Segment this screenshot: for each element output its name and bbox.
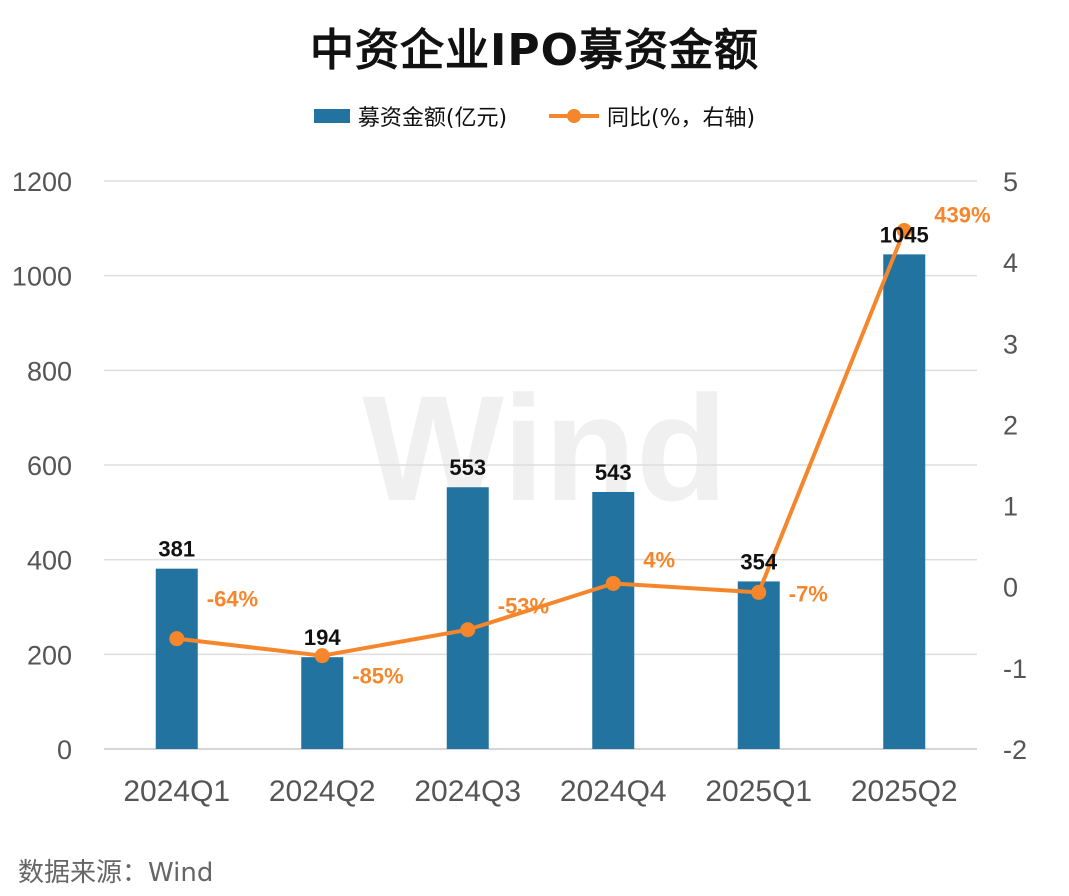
line-point: [896, 222, 912, 238]
y-right-tick-label: 3: [1003, 329, 1018, 359]
bar-value-label: 1045: [880, 222, 929, 247]
bar-value-label: 543: [595, 460, 632, 485]
bar: [446, 487, 489, 749]
line-value-label: -53%: [498, 594, 549, 619]
line-value-label: 4%: [643, 547, 675, 572]
line-point: [751, 584, 767, 600]
series-line-yoy: [176, 229, 907, 658]
x-tick-label: 2024Q1: [123, 775, 230, 808]
bar: [155, 568, 198, 749]
y-left-tick-label: 0: [57, 735, 72, 765]
source-note: 数据来源：Wind: [18, 858, 214, 888]
bar: [883, 254, 926, 749]
line-point: [314, 648, 330, 664]
y-right-tick-label: 1: [1003, 492, 1018, 522]
bar: [737, 581, 780, 749]
line-point: [605, 575, 621, 591]
y-right-tick-label: 2: [1003, 410, 1018, 440]
bar: [592, 491, 635, 749]
legend-item-yoy: 同比(%，右轴): [549, 100, 755, 132]
legend-label-amount: 募资金额(亿元): [357, 106, 508, 131]
legend-swatch-line: [549, 109, 600, 123]
legend-item-amount: 募资金额(亿元): [313, 100, 508, 132]
y-left-tick-label: 200: [27, 640, 72, 670]
x-tick-label: 2025Q2: [851, 775, 958, 808]
x-tick-label: 2024Q2: [269, 775, 376, 808]
legend: 募资金额(亿元) 同比(%，右轴): [0, 100, 1069, 132]
bar-value-label: 381: [158, 537, 195, 562]
line-value-label: -64%: [207, 587, 258, 612]
line-value-label: -85%: [352, 664, 403, 689]
watermark: Wind: [362, 364, 727, 532]
legend-label-yoy: 同比(%，右轴): [607, 106, 756, 131]
y-right-tick-label: 0: [1003, 573, 1018, 603]
y-left-tick-label: 400: [27, 546, 72, 576]
y-right-tick-label: 5: [1003, 167, 1018, 197]
chart-title: 中资企业IPO募资金额: [309, 25, 760, 76]
y-left-tick-label: 600: [27, 451, 72, 481]
line-point: [169, 631, 185, 647]
y-left-tick-label: 1000: [12, 262, 72, 292]
bar: [301, 657, 344, 749]
bar-value-label: 354: [740, 549, 777, 574]
x-tick-label: 2024Q4: [560, 775, 667, 808]
y-left-tick-label: 1200: [12, 167, 72, 197]
y-right-tick-label: -1: [1003, 654, 1027, 684]
x-tick-label: 2025Q1: [705, 775, 812, 808]
bar-value-label: 553: [449, 455, 486, 480]
y-right-tick-label: -2: [1003, 735, 1027, 765]
y-left-tick-label: 800: [27, 356, 72, 386]
line-value-label: 439%: [934, 202, 990, 227]
x-tick-label: 2024Q3: [414, 775, 521, 808]
y-right-tick-label: 4: [1003, 248, 1018, 278]
bar-value-label: 194: [304, 625, 341, 650]
line-value-label: -7%: [789, 581, 828, 606]
line-point: [460, 622, 476, 638]
legend-swatch-bar: [313, 109, 350, 123]
